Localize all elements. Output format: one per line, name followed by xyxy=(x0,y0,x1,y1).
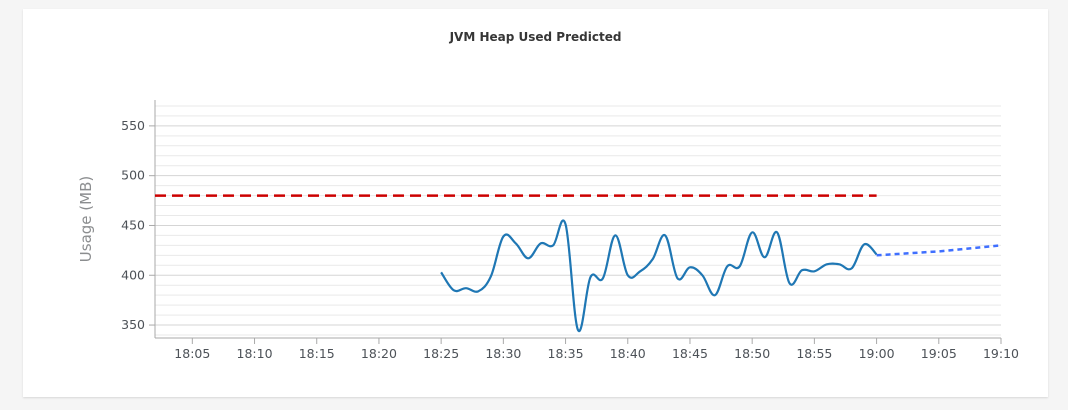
x-tick-label: 19:05 xyxy=(921,346,957,361)
grid-lines xyxy=(155,105,1001,336)
chart-card: JVM Heap Used Predicted xyxy=(23,9,1048,397)
y-tick-label: 400 xyxy=(121,267,145,282)
x-tick-label: 19:00 xyxy=(859,346,895,361)
x-tick-label: 18:15 xyxy=(299,346,335,361)
y-tick-label: 550 xyxy=(121,118,145,133)
series-line-actual xyxy=(440,219,878,333)
y-tick-label: 350 xyxy=(121,317,145,332)
axes xyxy=(149,100,1002,344)
x-tick-label: 18:55 xyxy=(796,346,832,361)
y-tick-labels: 350 400 450 500 550 xyxy=(121,118,145,332)
x-tick-label: 18:05 xyxy=(174,346,210,361)
x-tick-label: 18:10 xyxy=(237,346,273,361)
x-tick-label: 18:45 xyxy=(672,346,708,361)
x-tick-label: 19:10 xyxy=(983,346,1019,361)
x-tick-label: 18:20 xyxy=(361,346,397,361)
x-tick-label: 18:40 xyxy=(610,346,646,361)
x-tick-label: 18:50 xyxy=(734,346,770,361)
series-line-predicted xyxy=(876,244,1002,257)
y-tick-label: 500 xyxy=(121,168,145,183)
y-tick-label: 450 xyxy=(121,217,145,232)
x-tick-label: 18:30 xyxy=(485,346,521,361)
x-tick-label: 18:25 xyxy=(423,346,459,361)
series-lines xyxy=(155,194,1002,333)
x-tick-label: 18:35 xyxy=(548,346,584,361)
x-tick-labels: 18:05 18:10 18:15 18:20 18:25 18:30 18:35 18:40… xyxy=(174,346,1019,361)
y-axis-title: Usage (MB) xyxy=(77,176,95,262)
chart-title: JVM Heap Used Predicted xyxy=(449,30,622,44)
